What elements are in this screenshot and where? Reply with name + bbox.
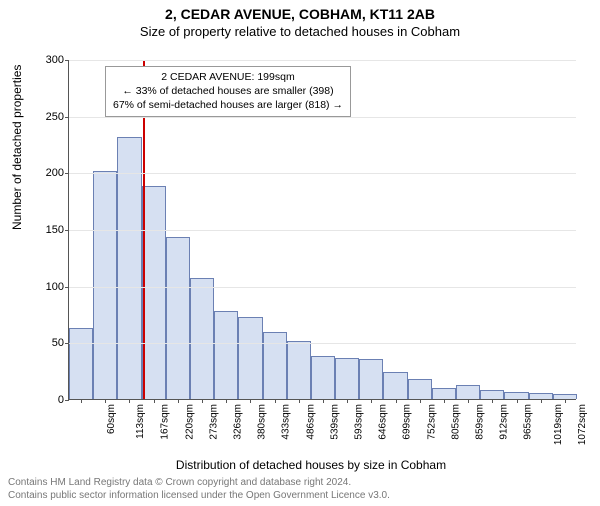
page-subtitle: Size of property relative to detached ho… [0, 24, 600, 39]
x-tick-label: 1019sqm [553, 404, 564, 445]
plot-area: 2 CEDAR AVENUE: 199sqm ← 33% of detached… [68, 60, 576, 400]
x-tick-label: 539sqm [329, 404, 340, 440]
histogram-bar [504, 392, 528, 399]
histogram-bar [93, 171, 117, 399]
x-tick-label: 912sqm [499, 404, 510, 440]
annotation-line-1: 2 CEDAR AVENUE: 199sqm [113, 70, 343, 84]
x-tick [492, 399, 493, 403]
histogram-bar [456, 385, 480, 399]
y-tick [65, 400, 69, 401]
x-tick [444, 399, 445, 403]
histogram-bar [69, 328, 93, 399]
x-tick-label: 486sqm [305, 404, 316, 440]
histogram-bar [287, 341, 311, 399]
x-tick-label: 113sqm [135, 404, 146, 439]
x-tick-label: 859sqm [475, 404, 486, 440]
x-tick [517, 399, 518, 403]
x-tick-label: 699sqm [402, 404, 413, 440]
histogram-bar [408, 379, 432, 399]
gridline [69, 343, 576, 344]
x-tick-label: 326sqm [233, 404, 244, 440]
x-tick [275, 399, 276, 403]
y-tick [65, 60, 69, 61]
gridline [69, 173, 576, 174]
histogram-bar [480, 390, 504, 399]
histogram-bar [214, 311, 238, 399]
x-tick [154, 399, 155, 403]
gridline [69, 287, 576, 288]
histogram-chart: Number of detached properties 2 CEDAR AV… [46, 60, 576, 440]
histogram-bar [190, 278, 214, 399]
x-tick [226, 399, 227, 403]
histogram-bar [432, 388, 456, 399]
x-tick [323, 399, 324, 403]
x-tick-label: 805sqm [450, 404, 461, 440]
histogram-bar [238, 317, 262, 399]
x-tick [396, 399, 397, 403]
x-tick [105, 399, 106, 403]
y-tick-label: 300 [34, 54, 64, 66]
footer-attribution: Contains HM Land Registry data © Crown c… [8, 476, 390, 502]
y-tick [65, 343, 69, 344]
y-axis-title: Number of detached properties [10, 65, 24, 230]
histogram-bar [263, 332, 287, 399]
y-tick-label: 250 [34, 111, 64, 123]
histogram-bar [117, 137, 141, 399]
x-tick-label: 60sqm [106, 404, 117, 434]
y-tick-label: 50 [34, 337, 64, 349]
annotation-line-3: 67% of semi-detached houses are larger (… [113, 98, 343, 112]
x-tick [250, 399, 251, 403]
x-tick-label: 167sqm [160, 404, 171, 440]
x-tick [565, 399, 566, 403]
x-tick-label: 965sqm [523, 404, 534, 440]
footer-line-1: Contains HM Land Registry data © Crown c… [8, 476, 390, 489]
y-tick-label: 100 [34, 281, 64, 293]
y-tick [65, 230, 69, 231]
x-tick [541, 399, 542, 403]
x-axis-title: Distribution of detached houses by size … [46, 458, 576, 472]
x-tick [468, 399, 469, 403]
x-tick-label: 433sqm [281, 404, 292, 440]
x-tick-label: 752sqm [426, 404, 437, 440]
x-tick [202, 399, 203, 403]
gridline [69, 117, 576, 118]
page-title: 2, CEDAR AVENUE, COBHAM, KT11 2AB [0, 6, 600, 22]
x-tick [371, 399, 372, 403]
histogram-bar [311, 356, 335, 399]
y-tick-label: 0 [34, 394, 64, 406]
y-tick-label: 200 [34, 167, 64, 179]
y-tick [65, 117, 69, 118]
x-tick [299, 399, 300, 403]
x-tick-label: 1072sqm [577, 404, 588, 445]
annotation-line-2: ← 33% of detached houses are smaller (39… [113, 84, 343, 98]
x-tick [347, 399, 348, 403]
x-tick-label: 646sqm [378, 404, 389, 440]
histogram-bar [359, 359, 383, 399]
x-tick-label: 220sqm [184, 404, 195, 440]
gridline [69, 60, 576, 61]
histogram-bar [166, 237, 190, 399]
annotation-box: 2 CEDAR AVENUE: 199sqm ← 33% of detached… [105, 66, 351, 117]
y-tick [65, 287, 69, 288]
x-tick [81, 399, 82, 403]
histogram-bar [335, 358, 359, 399]
x-tick-label: 380sqm [257, 404, 268, 440]
x-tick [178, 399, 179, 403]
x-tick-label: 273sqm [208, 404, 219, 440]
x-tick-label: 593sqm [354, 404, 365, 440]
x-tick [420, 399, 421, 403]
gridline [69, 230, 576, 231]
y-tick-label: 150 [34, 224, 64, 236]
x-tick [129, 399, 130, 403]
y-tick [65, 173, 69, 174]
histogram-bar [383, 372, 407, 399]
footer-line-2: Contains public sector information licen… [8, 489, 390, 502]
